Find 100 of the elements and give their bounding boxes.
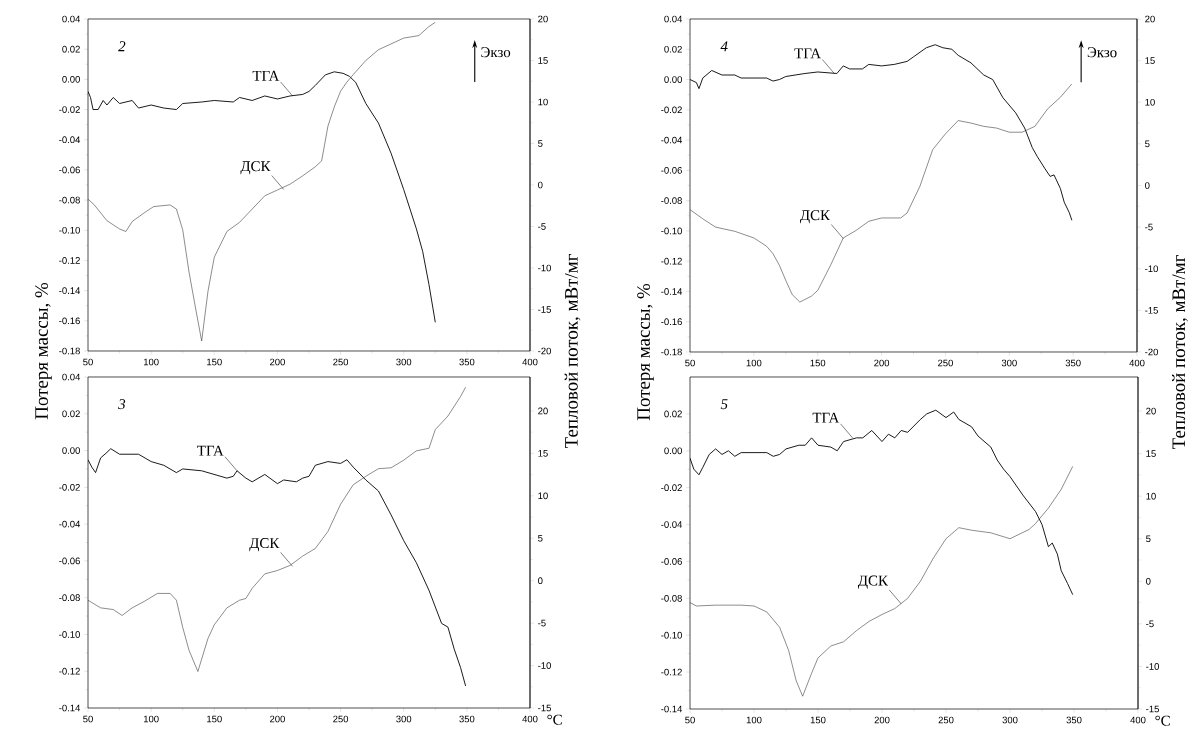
- annotation: ДСК: [800, 210, 831, 224]
- y-tick-label: -0.04: [661, 521, 683, 528]
- x-tick-label: 250: [938, 716, 954, 724]
- y2-tick-label: 5: [1145, 140, 1150, 148]
- y-tick-label: -0.14: [661, 288, 683, 295]
- x-tick-label: 350: [459, 358, 475, 366]
- text: 3: [118, 399, 126, 410]
- y-tick-label: 0.00: [62, 76, 80, 83]
- x-tick-label: 300: [396, 715, 412, 723]
- y-tick-label: -0.06: [59, 166, 80, 174]
- x-axis-title: °C: [1155, 715, 1170, 726]
- annotation: ДСК: [249, 538, 280, 552]
- y-tick-label: 0.00: [664, 76, 682, 83]
- y2-tick-label: -10: [538, 264, 551, 272]
- y-tick-label: -0.14: [59, 704, 81, 712]
- y-tick-label: -0.02: [661, 106, 682, 114]
- y-tick-label: 0.02: [62, 45, 80, 53]
- y-tick-label: -0.12: [661, 257, 682, 265]
- x-tick-label: 400: [522, 715, 538, 723]
- y2-tick-label: 0: [538, 181, 543, 189]
- y2-tick-label: 0: [1145, 182, 1150, 189]
- annotation: Экзо: [481, 47, 511, 58]
- y2-tick-label: -20: [538, 347, 551, 355]
- y-tick-label: -0.10: [59, 631, 80, 638]
- y2-tick-label: 15: [538, 450, 548, 457]
- x-tick-label: 400: [1130, 716, 1146, 724]
- x-tick-label: 400: [522, 358, 538, 366]
- y2-tick-label: 20: [1146, 407, 1156, 415]
- y2-tick-label: 5: [538, 140, 543, 147]
- y-axis-title: Потеря массы, %: [35, 282, 52, 420]
- y2-tick-label: 20: [1145, 15, 1155, 23]
- text: 2: [118, 41, 126, 52]
- x-tick-label: 50: [685, 359, 695, 367]
- y2-tick-label: 15: [1145, 57, 1155, 64]
- y-tick-label: -0.18: [59, 347, 80, 355]
- y-tick-label: 0.04: [62, 15, 81, 23]
- y-tick-label: 0.04: [664, 15, 683, 23]
- y-tick-label: -0.06: [661, 558, 682, 565]
- x-tick-label: 200: [270, 358, 285, 366]
- y-tick-label: -0.02: [661, 484, 682, 492]
- x-tick-label: 100: [143, 358, 159, 366]
- x-tick-label: 300: [1002, 716, 1018, 724]
- x-tick-label: 150: [207, 358, 222, 366]
- x-tick-label: 100: [746, 716, 762, 724]
- y2-tick-label: -15: [1146, 705, 1159, 713]
- y-tick-label: -0.04: [59, 136, 81, 144]
- x-tick-label: 50: [83, 358, 93, 366]
- y2-tick-label: -15: [538, 704, 551, 712]
- y2-tick-label: 15: [538, 57, 548, 64]
- y-tick-label: -0.06: [661, 167, 682, 174]
- annotation: ТГА: [794, 48, 821, 59]
- y-tick-label: -0.12: [59, 257, 80, 264]
- x-tick-label: 150: [810, 359, 826, 367]
- x-tick-label: 150: [810, 716, 826, 724]
- y-tick-label: -0.10: [661, 631, 682, 639]
- y2-tick-label: -10: [1146, 663, 1159, 670]
- y-tick-label: -0.02: [59, 483, 80, 491]
- y2-tick-label: -15: [1145, 307, 1158, 314]
- y-tick-label: -0.12: [661, 668, 682, 676]
- y2-tick-label: -5: [538, 223, 546, 230]
- annotation: ДСК: [240, 161, 271, 175]
- y2-tick-label: 10: [538, 492, 548, 500]
- y-tick-label: -0.14: [661, 705, 683, 713]
- annotation: ДСК: [857, 575, 889, 589]
- y2-tick-label: -10: [538, 662, 551, 669]
- y-tick-label: -0.12: [59, 667, 80, 675]
- y2-tick-label: 10: [1145, 98, 1155, 106]
- text: 5: [720, 399, 728, 410]
- y2-axis-title: Тепловой поток, мВт/мг: [1171, 255, 1188, 450]
- y-tick-label: -0.08: [59, 196, 80, 204]
- y-tick-label: -0.02: [59, 106, 80, 113]
- y-tick-label: -0.04: [59, 520, 81, 528]
- annotation: ТГА: [197, 445, 224, 456]
- y2-tick-label: 0: [1146, 577, 1151, 585]
- y2-tick-label: -20: [1145, 348, 1158, 356]
- y2-axis-title: Тепловой поток, мВт/мг: [564, 254, 581, 449]
- x-tick-label: 400: [1129, 359, 1145, 367]
- y-tick-label: 0.02: [664, 410, 682, 418]
- y2-tick-label: 10: [1146, 492, 1156, 500]
- x-tick-label: 150: [207, 715, 222, 723]
- x-tick-label: 300: [396, 358, 412, 366]
- y-tick-label: -0.08: [661, 197, 682, 204]
- x-tick-label: 350: [1066, 716, 1082, 724]
- x-tick-label: 350: [459, 715, 475, 723]
- y2-tick-label: 5: [1146, 535, 1151, 543]
- y-tick-label: -0.04: [661, 136, 683, 144]
- y-tick-label: -0.10: [59, 226, 80, 234]
- y-axis-title: Потеря массы, %: [637, 283, 654, 421]
- y-tick-label: 0.02: [664, 45, 682, 53]
- y-tick-label: -0.10: [661, 227, 682, 235]
- text: 4: [720, 41, 728, 52]
- y2-tick-label: -5: [1146, 620, 1154, 628]
- y2-tick-label: 15: [1146, 450, 1156, 457]
- annotation: Экзо: [1087, 47, 1117, 58]
- y2-tick-label: -15: [538, 306, 551, 313]
- y-tick-label: 0.00: [664, 447, 682, 455]
- y2-tick-label: 10: [538, 98, 548, 106]
- y-tick-label: -0.06: [59, 557, 80, 565]
- y-tick-label: 0.02: [62, 410, 80, 418]
- y-tick-label: -0.14: [59, 287, 81, 294]
